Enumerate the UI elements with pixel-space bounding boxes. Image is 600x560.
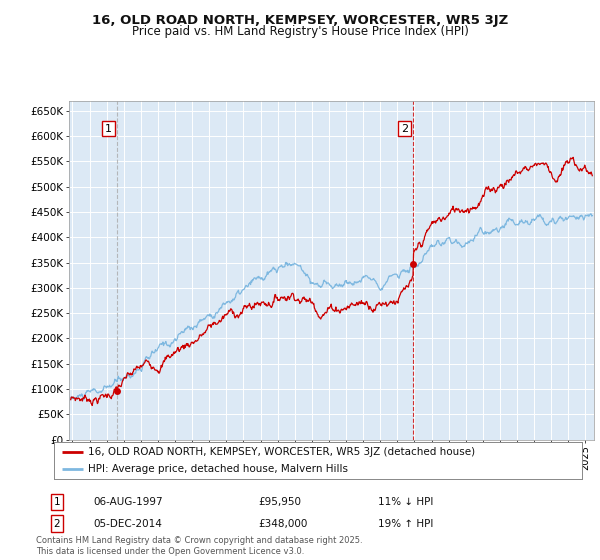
Text: 2: 2 <box>401 124 408 134</box>
Text: £95,950: £95,950 <box>258 497 301 507</box>
Text: 2: 2 <box>53 519 61 529</box>
Text: £348,000: £348,000 <box>258 519 307 529</box>
Text: 05-DEC-2014: 05-DEC-2014 <box>93 519 162 529</box>
Text: Price paid vs. HM Land Registry's House Price Index (HPI): Price paid vs. HM Land Registry's House … <box>131 25 469 38</box>
Text: 19% ↑ HPI: 19% ↑ HPI <box>378 519 433 529</box>
Text: 16, OLD ROAD NORTH, KEMPSEY, WORCESTER, WR5 3JZ (detached house): 16, OLD ROAD NORTH, KEMPSEY, WORCESTER, … <box>88 447 475 457</box>
Text: 16, OLD ROAD NORTH, KEMPSEY, WORCESTER, WR5 3JZ: 16, OLD ROAD NORTH, KEMPSEY, WORCESTER, … <box>92 14 508 27</box>
Text: 06-AUG-1997: 06-AUG-1997 <box>93 497 163 507</box>
Text: 1: 1 <box>53 497 61 507</box>
Text: Contains HM Land Registry data © Crown copyright and database right 2025.
This d: Contains HM Land Registry data © Crown c… <box>36 536 362 556</box>
Text: HPI: Average price, detached house, Malvern Hills: HPI: Average price, detached house, Malv… <box>88 464 349 474</box>
Text: 1: 1 <box>105 124 112 134</box>
Text: 11% ↓ HPI: 11% ↓ HPI <box>378 497 433 507</box>
